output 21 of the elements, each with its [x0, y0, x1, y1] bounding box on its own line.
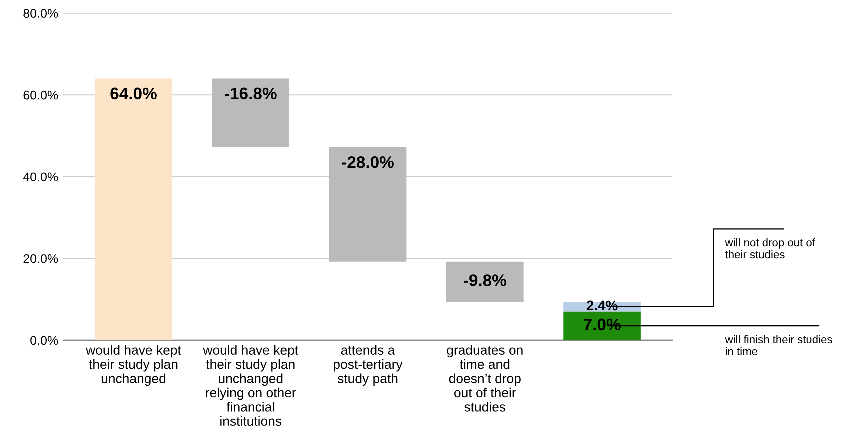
data-label: 2.4% — [586, 300, 618, 311]
y-tick-label: 60.0% — [24, 90, 58, 100]
data-label: -16.8% — [225, 88, 277, 100]
text: will finish their studies in time — [725, 335, 832, 356]
data-label: 64.0% — [110, 88, 157, 100]
bar — [446, 262, 524, 302]
y-tick-label: 0.0% — [30, 336, 58, 346]
x-tick-label: graduates on time and doesn’t drop out of their studies — [447, 345, 523, 412]
x-tick-label: attends a post-tertiary study path — [334, 345, 403, 386]
bar — [212, 78, 290, 148]
x-tick-label: would have kept their study plan unchanged — [86, 345, 182, 386]
x-tick-label: would have kept their study plan unchanged relying on other financial institutions — [203, 345, 298, 426]
y-tick-label: 20.0% — [24, 254, 58, 264]
bar — [329, 147, 407, 262]
data-label: -9.8% — [464, 274, 506, 286]
bar — [95, 78, 172, 340]
text: will not drop out of their studies — [725, 238, 816, 259]
data-label: 7.0% — [584, 318, 621, 331]
data-label: -28.0% — [342, 156, 394, 168]
y-tick-label: 80.0% — [24, 9, 58, 18]
y-tick-label: 40.0% — [23, 172, 58, 182]
